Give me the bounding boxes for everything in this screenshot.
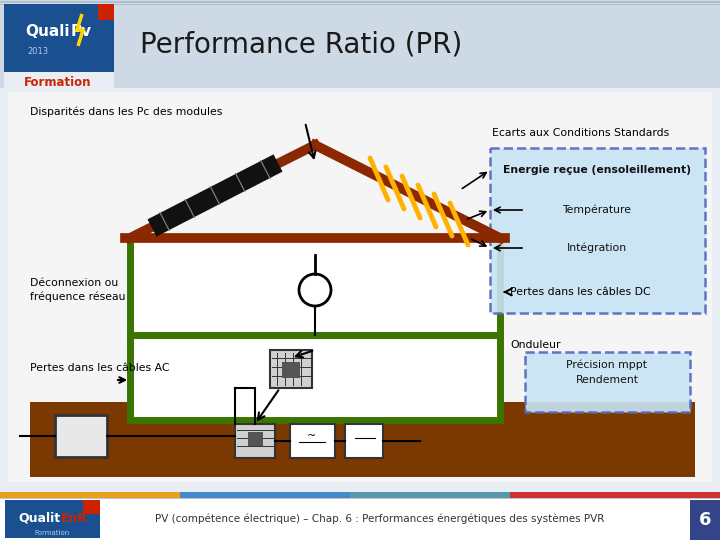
Text: Précision mppt
Rendement: Précision mppt Rendement — [567, 359, 647, 384]
Bar — [98, 4, 114, 20]
Text: Température: Température — [562, 205, 631, 215]
Bar — [130, 238, 500, 420]
Text: Onduleur: Onduleur — [510, 340, 560, 350]
Bar — [345, 424, 383, 458]
Bar — [8, 92, 712, 482]
Text: PV (compétence électrique) – Chap. 6 : Performances énergétiques des systèmes PV: PV (compétence électrique) – Chap. 6 : P… — [156, 514, 605, 524]
Bar — [510, 492, 720, 498]
Bar — [30, 402, 525, 477]
Bar — [5, 500, 100, 538]
Bar — [690, 500, 720, 540]
Text: Déconnexion ou
fréquence réseau: Déconnexion ou fréquence réseau — [30, 278, 125, 302]
Text: EnR: EnR — [61, 511, 88, 524]
Text: Energie reçue (ensoleillement): Energie reçue (ensoleillement) — [503, 165, 691, 175]
Text: 6: 6 — [698, 511, 711, 529]
Text: Pv: Pv — [71, 24, 92, 39]
Text: Intégration: Intégration — [567, 243, 627, 253]
Bar — [180, 492, 350, 498]
Text: Qualit: Qualit — [18, 511, 60, 524]
Text: Pertes dans les câbles AC: Pertes dans les câbles AC — [30, 363, 169, 373]
Text: Quali: Quali — [25, 24, 70, 39]
Bar — [525, 402, 695, 477]
Bar — [282, 362, 300, 378]
FancyBboxPatch shape — [490, 148, 705, 313]
Text: Formation: Formation — [35, 530, 70, 536]
Bar — [270, 350, 312, 388]
Text: ,: , — [712, 526, 720, 540]
Text: ~: ~ — [307, 431, 317, 441]
Text: 2013: 2013 — [27, 48, 48, 57]
Text: Formation: Formation — [24, 76, 91, 89]
Bar — [4, 4, 114, 72]
Bar — [55, 415, 107, 457]
Bar — [248, 432, 263, 446]
Text: Pertes dans les câbles DC: Pertes dans les câbles DC — [510, 287, 651, 297]
Text: Disparités dans les Pc des modules: Disparités dans les Pc des modules — [30, 107, 222, 117]
Text: Ecarts aux Conditions Standards: Ecarts aux Conditions Standards — [492, 128, 670, 138]
Bar — [290, 424, 335, 458]
Bar — [0, 0, 720, 88]
Bar — [235, 424, 275, 458]
FancyBboxPatch shape — [525, 352, 690, 412]
Bar — [0, 492, 180, 498]
Text: Performance Ratio (PR): Performance Ratio (PR) — [140, 30, 462, 58]
Bar — [0, 498, 720, 540]
Bar — [4, 72, 114, 88]
Bar — [350, 492, 510, 498]
Bar — [83, 500, 100, 514]
